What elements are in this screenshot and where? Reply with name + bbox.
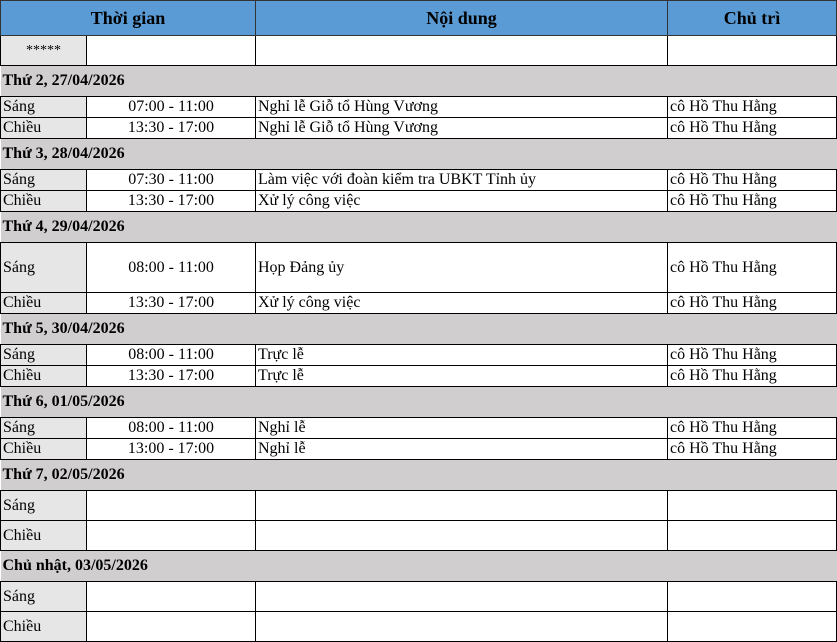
content-cell bbox=[255, 581, 668, 612]
day-title: Chủ nhật, 03/05/2026 bbox=[0, 550, 837, 582]
content-cell: Họp Đảng ủy bbox=[255, 242, 668, 293]
schedule-row: Chiều 13:30 - 17:00 Trực lễ cô Hồ Thu Hằ… bbox=[0, 365, 837, 387]
time-cell: 08:00 - 11:00 bbox=[86, 344, 256, 366]
time-cell: 13:30 - 17:00 bbox=[86, 117, 256, 139]
empty-cell bbox=[255, 35, 668, 66]
schedule-row: Sáng bbox=[0, 581, 837, 612]
day-header-row: Thứ 5, 30/04/2026 bbox=[0, 313, 837, 345]
time-cell: 08:00 - 11:00 bbox=[86, 417, 256, 439]
schedule-row: Chiều bbox=[0, 520, 837, 551]
time-cell: 07:30 - 11:00 bbox=[86, 169, 256, 191]
time-cell bbox=[86, 520, 256, 551]
schedule-row: Chiều 13:00 - 17:00 Nghỉ lễ cô Hồ Thu Hằ… bbox=[0, 438, 837, 460]
time-cell bbox=[86, 490, 256, 521]
empty-cell bbox=[667, 35, 837, 66]
content-cell bbox=[255, 490, 668, 521]
session-cell: Sáng bbox=[0, 344, 87, 366]
session-cell: Sáng bbox=[0, 417, 87, 439]
session-cell: Sáng bbox=[0, 490, 87, 521]
stars-cell: ***** bbox=[0, 35, 87, 66]
host-cell bbox=[667, 490, 837, 521]
day-title: Thứ 6, 01/05/2026 bbox=[0, 386, 837, 418]
host-cell: cô Hồ Thu Hằng bbox=[667, 190, 837, 212]
schedule-row: Chiều 13:30 - 17:00 Nghỉ lễ Giỗ tổ Hùng … bbox=[0, 117, 837, 139]
day-title: Thứ 5, 30/04/2026 bbox=[0, 313, 837, 345]
content-cell: Làm việc với đoàn kiểm tra UBKT Tỉnh ủy bbox=[255, 169, 668, 191]
content-cell: Nghỉ lễ bbox=[255, 438, 668, 460]
day-header-row: Thứ 6, 01/05/2026 bbox=[0, 386, 837, 418]
time-cell bbox=[86, 611, 256, 642]
time-cell: 13:00 - 17:00 bbox=[86, 438, 256, 460]
schedule-row: Sáng 08:00 - 11:00 Trực lễ cô Hồ Thu Hằn… bbox=[0, 344, 837, 366]
schedule-row: Sáng 07:30 - 11:00 Làm việc với đoàn kiể… bbox=[0, 169, 837, 191]
schedule-row: Chiều bbox=[0, 611, 837, 642]
schedule-row: Sáng 07:00 - 11:00 Nghỉ lễ Giỗ tổ Hùng V… bbox=[0, 96, 837, 118]
host-cell: cô Hồ Thu Hằng bbox=[667, 438, 837, 460]
day-header-row: Thứ 7, 02/05/2026 bbox=[0, 459, 837, 491]
content-cell: Xử lý công việc bbox=[255, 190, 668, 212]
session-cell: Chiều bbox=[0, 611, 87, 642]
schedule-row: Chiều 13:30 - 17:00 Xử lý công việc cô H… bbox=[0, 190, 837, 212]
time-cell bbox=[86, 581, 256, 612]
day-title: Thứ 2, 27/04/2026 bbox=[0, 65, 837, 97]
host-cell: cô Hồ Thu Hằng bbox=[667, 169, 837, 191]
content-cell: Trực lễ bbox=[255, 365, 668, 387]
host-cell: cô Hồ Thu Hằng bbox=[667, 344, 837, 366]
host-cell: cô Hồ Thu Hằng bbox=[667, 117, 837, 139]
session-cell: Sáng bbox=[0, 169, 87, 191]
day-header-row: Thứ 4, 29/04/2026 bbox=[0, 211, 837, 243]
session-cell: Chiều bbox=[0, 190, 87, 212]
host-cell: cô Hồ Thu Hằng bbox=[667, 242, 837, 293]
header-content: Nội dung bbox=[255, 0, 668, 36]
empty-cell bbox=[86, 35, 256, 66]
time-cell: 13:30 - 17:00 bbox=[86, 190, 256, 212]
session-cell: Sáng bbox=[0, 581, 87, 612]
content-cell bbox=[255, 611, 668, 642]
session-cell: Chiều bbox=[0, 520, 87, 551]
session-cell: Chiều bbox=[0, 117, 87, 139]
content-cell: Xử lý công việc bbox=[255, 292, 668, 314]
header-host: Chủ trì bbox=[667, 0, 837, 36]
host-cell: cô Hồ Thu Hằng bbox=[667, 365, 837, 387]
content-cell: Nghỉ lễ bbox=[255, 417, 668, 439]
session-cell: Chiều bbox=[0, 292, 87, 314]
host-cell bbox=[667, 520, 837, 551]
session-cell: Sáng bbox=[0, 96, 87, 118]
day-title: Thứ 7, 02/05/2026 bbox=[0, 459, 837, 491]
content-cell: Trực lễ bbox=[255, 344, 668, 366]
host-cell bbox=[667, 611, 837, 642]
day-header-row: Chủ nhật, 03/05/2026 bbox=[0, 550, 837, 582]
content-cell bbox=[255, 520, 668, 551]
session-cell: Sáng bbox=[0, 242, 87, 293]
content-cell: Nghỉ lễ Giỗ tổ Hùng Vương bbox=[255, 96, 668, 118]
header-row: Thời gian Nội dung Chủ trì bbox=[0, 0, 837, 36]
schedule-row: Chiều 13:30 - 17:00 Xử lý công việc cô H… bbox=[0, 292, 837, 314]
session-cell: Chiều bbox=[0, 438, 87, 460]
header-time: Thời gian bbox=[0, 0, 256, 36]
day-header-row: Thứ 2, 27/04/2026 bbox=[0, 65, 837, 97]
content-cell: Nghỉ lễ Giỗ tổ Hùng Vương bbox=[255, 117, 668, 139]
host-cell bbox=[667, 581, 837, 612]
day-title: Thứ 3, 28/04/2026 bbox=[0, 138, 837, 170]
day-title: Thứ 4, 29/04/2026 bbox=[0, 211, 837, 243]
schedule-row: Sáng 08:00 - 11:00 Họp Đảng ủy cô Hồ Thu… bbox=[0, 242, 837, 293]
host-cell: cô Hồ Thu Hằng bbox=[667, 417, 837, 439]
host-cell: cô Hồ Thu Hằng bbox=[667, 96, 837, 118]
time-cell: 13:30 - 17:00 bbox=[86, 365, 256, 387]
session-cell: Chiều bbox=[0, 365, 87, 387]
time-cell: 08:00 - 11:00 bbox=[86, 242, 256, 293]
host-cell: cô Hồ Thu Hằng bbox=[667, 292, 837, 314]
day-header-row: Thứ 3, 28/04/2026 bbox=[0, 138, 837, 170]
schedule-row: Sáng 08:00 - 11:00 Nghỉ lễ cô Hồ Thu Hằn… bbox=[0, 417, 837, 439]
schedule-row: Sáng bbox=[0, 490, 837, 521]
time-cell: 07:00 - 11:00 bbox=[86, 96, 256, 118]
stars-row: ***** bbox=[0, 35, 837, 66]
time-cell: 13:30 - 17:00 bbox=[86, 292, 256, 314]
